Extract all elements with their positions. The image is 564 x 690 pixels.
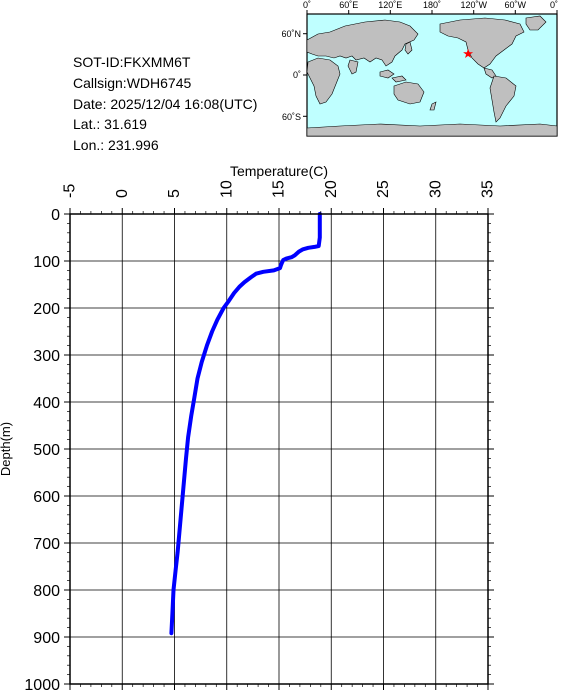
y-tick-label: 100	[33, 254, 60, 271]
map-lon-tick: 0˚	[550, 0, 558, 10]
temperature-profile-line	[169, 212, 322, 636]
plot-frame	[69, 213, 489, 685]
x-axis-label: Temperature(C)	[230, 163, 328, 179]
observation-date: Date: 2025/12/04 16:08(UTC)	[73, 95, 258, 112]
chart-grid	[69, 213, 489, 685]
observation-marker-icon: ★	[462, 46, 474, 61]
x-tick-label: 30	[427, 180, 444, 198]
x-tick-label: 5	[166, 189, 183, 198]
x-tick-label: 15	[271, 180, 288, 198]
x-tick-label: 25	[375, 180, 392, 198]
y-tick-label: 300	[33, 348, 60, 365]
x-tick-label: -5	[62, 184, 79, 198]
x-tick-label: 0	[114, 189, 131, 198]
sot-id: SOT-ID:FKXMM6T	[73, 54, 191, 70]
map-land	[306, 15, 558, 137]
map-graticule	[303, 10, 558, 117]
x-tick-label: 35	[480, 180, 497, 198]
y-tick-label: 200	[33, 301, 60, 318]
y-tick-label: 600	[33, 489, 60, 506]
y-tick-label: 0	[51, 207, 60, 224]
map-lon-tick: 60˚W	[505, 0, 527, 10]
latitude: Lat.: 31.619	[73, 116, 147, 133]
y-tick-label: 700	[33, 536, 60, 553]
longitude: Lon.: 231.996	[73, 137, 159, 154]
map-lat-tick: 60˚S	[282, 112, 301, 122]
world-map: 0˚ 60˚E 120˚E 180˚ 120˚W 60˚W 0˚ 60˚N 0˚…	[281, 0, 558, 137]
map-lon-tick: 60˚E	[339, 0, 358, 10]
x-tick-label: 10	[218, 180, 235, 198]
observation-info: SOT-ID:FKXMM6T Callsign:WDH6745 Date: 20…	[73, 52, 257, 156]
y-tick-label: 500	[33, 442, 60, 459]
map-lon-tick: 120˚W	[460, 0, 487, 10]
map-lon-tick: 0˚	[303, 0, 311, 10]
y-axis-label: Depth(m)	[0, 422, 13, 476]
y-tick-label: 1000	[24, 677, 60, 690]
map-lat-tick: 60˚N	[281, 29, 301, 39]
map-lon-tick: 180˚	[423, 0, 441, 10]
map-lat-tick: 0˚	[293, 70, 301, 80]
x-tick-label: 20	[323, 180, 340, 198]
map-lon-tick: 120˚E	[378, 0, 402, 10]
y-tick-label: 900	[33, 630, 60, 647]
y-tick-label: 400	[33, 395, 60, 412]
callsign: Callsign:WDH6745	[73, 74, 192, 91]
y-tick-label: 800	[33, 583, 60, 600]
